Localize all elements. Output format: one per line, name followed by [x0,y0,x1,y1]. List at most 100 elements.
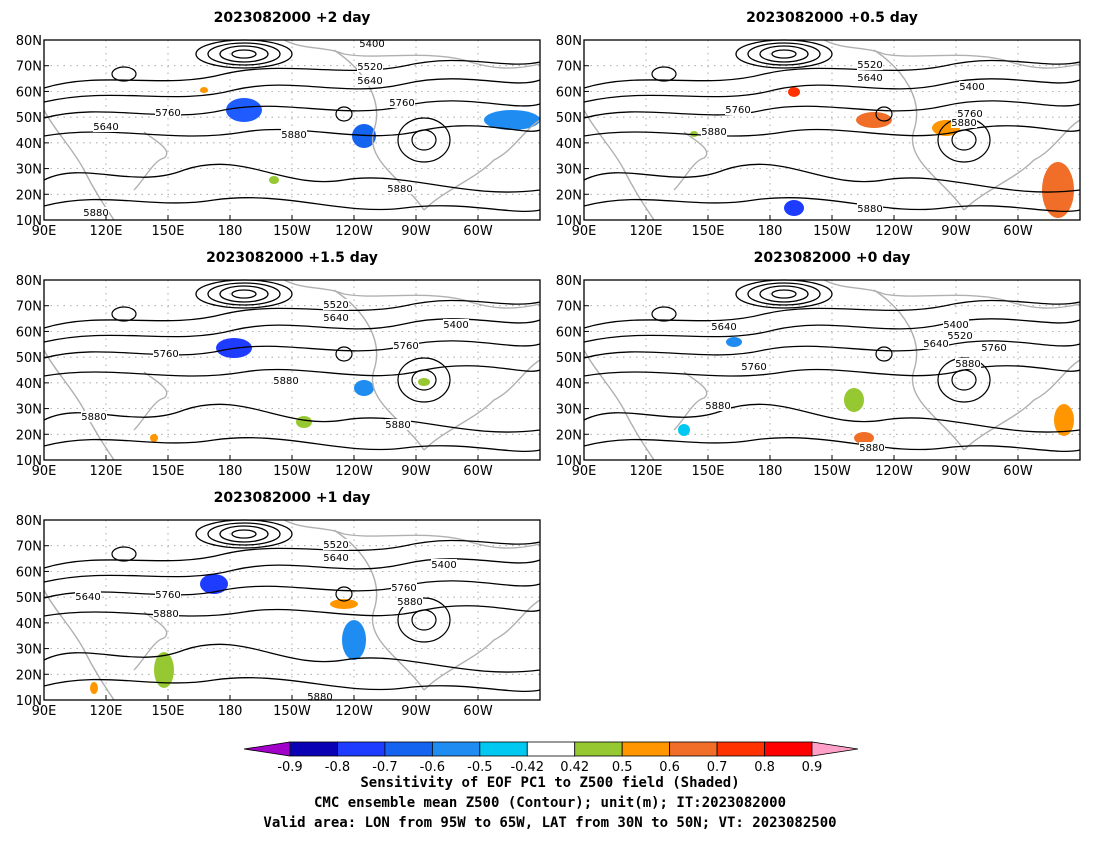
colorbar-tick-label: -0.7 [372,760,397,775]
z500-high-contour [951,369,977,391]
lat-label: 30N [556,403,582,418]
lon-label: 150E [151,224,184,239]
z500-contour [43,643,541,673]
colorbar-tick-label: -0.8 [325,760,350,775]
z500-low-contour [771,49,797,59]
z500-small-contour [875,346,893,362]
contour-label-bg [955,358,981,369]
contour-label: 5400 [431,560,456,571]
contour-label: 5760 [153,349,178,360]
contour-label: 5520 [947,331,972,342]
lat-label: 40N [556,377,582,392]
z500-contour [43,558,541,583]
plot-area: 5400 5520 5640 5760 5640 5760 5880 5880 5880 80N 7… [16,34,541,239]
z500-high-contour [397,117,451,163]
z500-contour [43,100,541,119]
contour-label: 5880 [385,420,410,431]
lon-label: 150E [691,464,724,479]
contour-label-bg [391,582,417,593]
lat-label: 60N [556,325,582,340]
contour-label: 5400 [443,320,468,331]
coastline [133,371,168,431]
contour-label: 5880 [307,692,332,703]
colorbar-tick-label: -0.6 [420,760,445,775]
z500-low-contour [231,529,257,539]
z500-low-contour [219,285,269,303]
lon-label: 90W [401,224,431,239]
contour-label: 5880 [397,597,422,608]
coastline [583,349,655,461]
panel-title: 2023082000 +0 day [754,250,911,266]
contour-label-bg [711,321,737,332]
colorbar-box [716,741,765,757]
contour-label: 5520 [857,60,882,71]
contour-label-bg [153,608,179,619]
lon-label: 120E [629,464,662,479]
coastline [673,131,708,191]
z500-contour [43,318,541,343]
lon-label: 180 [218,224,243,239]
contour-label-bg [705,400,731,411]
z500-contour [583,403,1081,433]
sensitivity-shading [226,98,262,122]
contour-label: 5880 [387,184,412,195]
contour-label: 5880 [857,204,882,215]
contour-label: 5520 [323,540,348,551]
sensitivity-shading [784,200,804,216]
contour-label-bg [153,348,179,359]
contour-label-bg [431,559,457,570]
lon-label: 150W [813,464,851,479]
lat-label: 10N [556,214,582,229]
caption-line-3: Valid area: LON from 95W to 65W, LAT fro… [263,815,837,831]
lon-label: 60W [1003,464,1033,479]
colorbar-tick-label: 0.6 [659,760,680,775]
lat-label: 20N [556,188,582,203]
colorbar-box [337,741,386,757]
contour-label: 5760 [725,105,750,116]
contour-label-bg [725,104,751,115]
z500-contour [43,365,541,377]
contour-label-bg [323,312,349,323]
lon-label: 180 [218,704,243,719]
z500-low-contour [231,49,257,59]
sensitivity-shading [296,416,312,428]
lon-label: 60W [1003,224,1033,239]
z500-low-contour [219,525,269,543]
contour-label: 5880 [951,118,976,129]
lat-label: 10N [16,454,42,469]
contour-label-bg [75,591,101,602]
map-panel: 2023082000 +2 day 5400 5520 5640 5760 5640 576… [16,10,541,239]
contour-label-bg [959,81,985,92]
sensitivity-shading [200,87,208,93]
contour-label-bg [393,340,419,351]
lon-label: 90W [401,464,431,479]
contour-label-bg [155,589,181,600]
contour-label: 5760 [741,362,766,373]
plot-area: 5520 5640 5400 5760 5760 5880 5880 5880 80N 70N 60… [16,274,541,479]
z500-contour [43,403,541,433]
lat-label: 30N [16,643,42,658]
contour-label: 5640 [711,322,736,333]
colorbar-tick-label: 0.8 [754,760,775,775]
z500-contour [43,125,541,137]
sensitivity-shading [150,434,158,442]
lon-label: 150W [273,464,311,479]
lat-label: 60N [16,85,42,100]
lat-label: 80N [16,34,42,49]
lat-label: 70N [16,540,42,555]
contour-label-bg [155,107,181,118]
contour-label: 5640 [93,122,118,133]
colorbar-tick-label: 0.9 [802,760,823,775]
lon-label: 60W [463,464,493,479]
contour-label-bg [957,108,983,119]
lon-label: 120E [629,224,662,239]
colorbar-tick-label: -0.5 [467,760,492,775]
contour-label-bg [307,691,333,702]
map-panel: 2023082000 +1.5 day552056405400576057605… [16,250,541,479]
coastline [423,599,541,691]
sensitivity-shading [856,112,892,128]
panel-title: 2023082000 +0.5 day [746,10,918,26]
